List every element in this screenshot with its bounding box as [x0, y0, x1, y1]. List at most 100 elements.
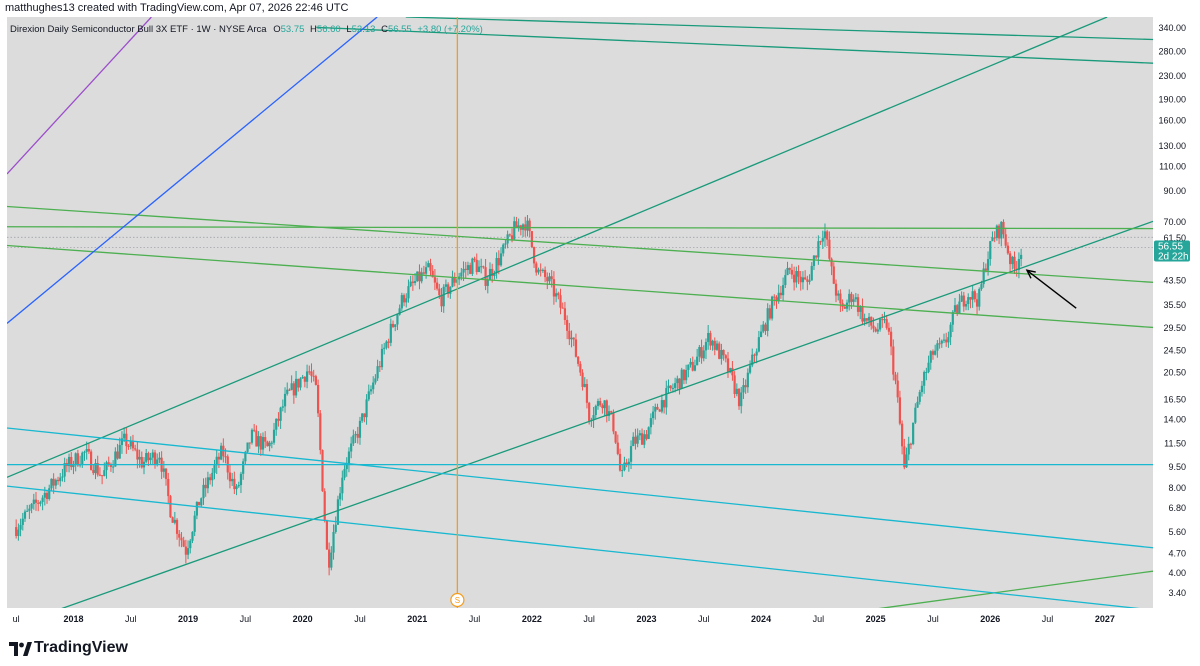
candle-body [923, 372, 926, 386]
candle-body [328, 549, 331, 568]
candle-body [215, 456, 218, 466]
time-tick-label: 2026 [980, 614, 1000, 624]
candle-body [325, 520, 329, 550]
event-circle[interactable] [450, 592, 465, 608]
price-tick-label: 4.70 [1168, 548, 1186, 558]
candle-body [61, 476, 64, 478]
price-chart[interactable]: 340.00 280.00 230.00 190.00 160.00 130.00 110.… [0, 0, 1200, 631]
candle-body [436, 282, 439, 289]
candle-body [202, 484, 205, 499]
split-event-marker[interactable]: S [450, 592, 465, 608]
candle-body [956, 305, 959, 313]
candle-body [768, 308, 771, 319]
candle-body [775, 297, 778, 302]
candle-body [634, 436, 637, 444]
candle-body [43, 492, 46, 498]
candle-body [480, 266, 483, 268]
candle-body [808, 280, 811, 282]
candle-body [89, 451, 93, 470]
last-price-tag: 56.55 2d 22h [1154, 240, 1190, 263]
symbol-name: Direxion Daily Semiconductor Bull 3X ETF… [10, 24, 267, 35]
candle-body [920, 385, 924, 393]
credit-text: matthughes13 created with TradingView.co… [5, 2, 349, 14]
candle-body [810, 265, 813, 281]
candle-body [546, 277, 549, 282]
candle-body [330, 552, 333, 568]
candle-body [486, 279, 489, 286]
candle-body [72, 464, 75, 468]
candle-body [572, 337, 575, 340]
candle-body [854, 297, 857, 300]
candle-body [515, 221, 518, 228]
candle-body [76, 453, 79, 466]
candle-body [876, 329, 879, 332]
price-tick-label: 11.50 [1164, 439, 1186, 449]
candle-body [696, 356, 699, 366]
candle-body [460, 272, 463, 277]
trendline-teal-rising-lower [61, 220, 1153, 608]
candle-body [614, 431, 617, 443]
time-tick-label: Jul [125, 614, 137, 624]
price-tick-label: 130.00 [1158, 141, 1186, 151]
candle-body [270, 442, 273, 444]
candle-body [834, 283, 838, 296]
candle-body [929, 351, 932, 363]
candle-body [799, 276, 802, 283]
candle-body [616, 442, 619, 454]
candle-body [605, 400, 608, 416]
candle-body [56, 479, 60, 482]
candle-body [118, 445, 121, 459]
candle-body [294, 378, 298, 396]
candle-body [184, 546, 187, 555]
plot-background[interactable] [7, 17, 1153, 608]
time-tick-label: ul [13, 614, 20, 624]
candle-body [1013, 256, 1016, 269]
candle-body [779, 292, 783, 296]
candle-body [28, 508, 31, 511]
candle-body [37, 502, 40, 504]
candle-body [887, 327, 890, 332]
candle-body [438, 288, 441, 296]
candle-body [138, 456, 141, 460]
candle-body [169, 496, 172, 518]
candle-body [649, 418, 652, 428]
candle-body [1009, 253, 1012, 265]
candle-body [305, 371, 309, 382]
candle-body [400, 295, 403, 309]
trendline-green-descending-2 [7, 244, 1153, 329]
trendline-teal-rising-upper [7, 17, 1108, 478]
candle-body [140, 456, 143, 468]
high-label: H [310, 24, 317, 35]
candle-body [211, 472, 214, 481]
annotations [1025, 269, 1077, 309]
candle-body [795, 270, 798, 283]
candle-body [261, 437, 265, 450]
change-value: +3.80 (+7.20%) [417, 24, 483, 35]
candle-body [374, 378, 377, 383]
candle-body [94, 463, 97, 474]
candle-body [682, 369, 686, 381]
candle-body [782, 285, 785, 296]
annotation-arrow-head [1025, 269, 1036, 279]
candle-body [147, 453, 150, 461]
candle-body [206, 477, 210, 489]
candle-body [945, 339, 948, 343]
candle-body [200, 498, 203, 506]
candle-body [896, 380, 899, 398]
price-tick-label: 6.80 [1168, 503, 1186, 513]
candle-body [26, 510, 29, 512]
candle-body [420, 272, 423, 282]
candle-body [48, 488, 51, 499]
close-label: C [381, 24, 388, 35]
candle-body [574, 339, 578, 357]
candle-body [753, 354, 756, 356]
candle-body [1017, 259, 1021, 270]
candle-body [182, 540, 185, 547]
trendline-teal-top-channel-2 [316, 26, 1153, 64]
candle-body [625, 462, 628, 465]
candle-body [852, 299, 855, 302]
candle-body [667, 385, 670, 389]
candle-body [301, 376, 304, 379]
candle-body [751, 354, 754, 366]
candle-body [898, 397, 902, 424]
